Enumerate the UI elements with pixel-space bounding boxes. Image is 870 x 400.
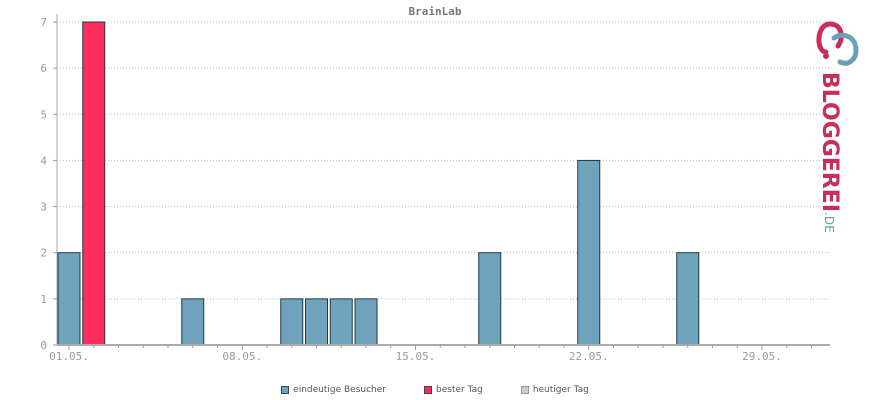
logo-name: BLOGGEREI xyxy=(817,72,842,213)
legend-item-best-day: bester Tag xyxy=(424,385,483,395)
legend: eindeutige Besucher bester Tag heutiger … xyxy=(0,385,870,395)
x-tick-label: 01.05. xyxy=(49,350,89,363)
axes xyxy=(53,14,830,350)
bar xyxy=(57,252,81,346)
x-tick-labels: 01.05. 08.05. 15.05. 22.05. 29.05. xyxy=(49,350,782,363)
bar xyxy=(280,298,304,346)
y-tick-label: 5 xyxy=(40,108,47,121)
bar xyxy=(676,252,700,346)
x-tick-label: 15.05. xyxy=(396,350,436,363)
bar xyxy=(577,159,601,346)
logo-suffix: .DE xyxy=(822,212,836,233)
x-tick-label: 08.05. xyxy=(222,350,262,363)
bloggerei-logo: BLOGGEREI.DE xyxy=(816,72,842,233)
y-tick-label: 3 xyxy=(40,201,47,214)
y-tick-label: 6 xyxy=(40,62,47,75)
legend-swatch xyxy=(520,386,529,394)
bar xyxy=(305,298,328,346)
y-tick-labels: 0 1 2 3 4 5 6 7 xyxy=(40,16,47,352)
legend-item-today: heutiger Tag xyxy=(520,385,589,395)
y-tick-label: 7 xyxy=(40,16,47,29)
legend-item-visitors: eindeutige Besucher xyxy=(281,385,386,395)
bar xyxy=(354,298,378,346)
bloggerei-logo-icon xyxy=(816,21,859,66)
bar xyxy=(82,21,106,346)
legend-label: eindeutige Besucher xyxy=(293,385,386,395)
legend-swatch xyxy=(424,386,432,394)
x-tick-label: 29.05. xyxy=(742,350,782,363)
legend-label: bester Tag xyxy=(436,385,483,395)
bar xyxy=(478,252,502,346)
grid-lines xyxy=(57,21,830,300)
y-tick-label: 2 xyxy=(40,247,47,260)
y-tick-label: 1 xyxy=(40,293,47,306)
bar xyxy=(181,298,205,346)
chart-title: BrainLab xyxy=(409,5,462,18)
legend-swatch xyxy=(281,386,290,394)
bars xyxy=(57,21,700,346)
bar xyxy=(329,298,353,346)
legend-label: heutiger Tag xyxy=(532,385,589,395)
y-tick-label: 4 xyxy=(40,154,47,167)
x-tick-label: 22.05. xyxy=(569,350,609,363)
y-tick-label: 0 xyxy=(40,339,47,352)
